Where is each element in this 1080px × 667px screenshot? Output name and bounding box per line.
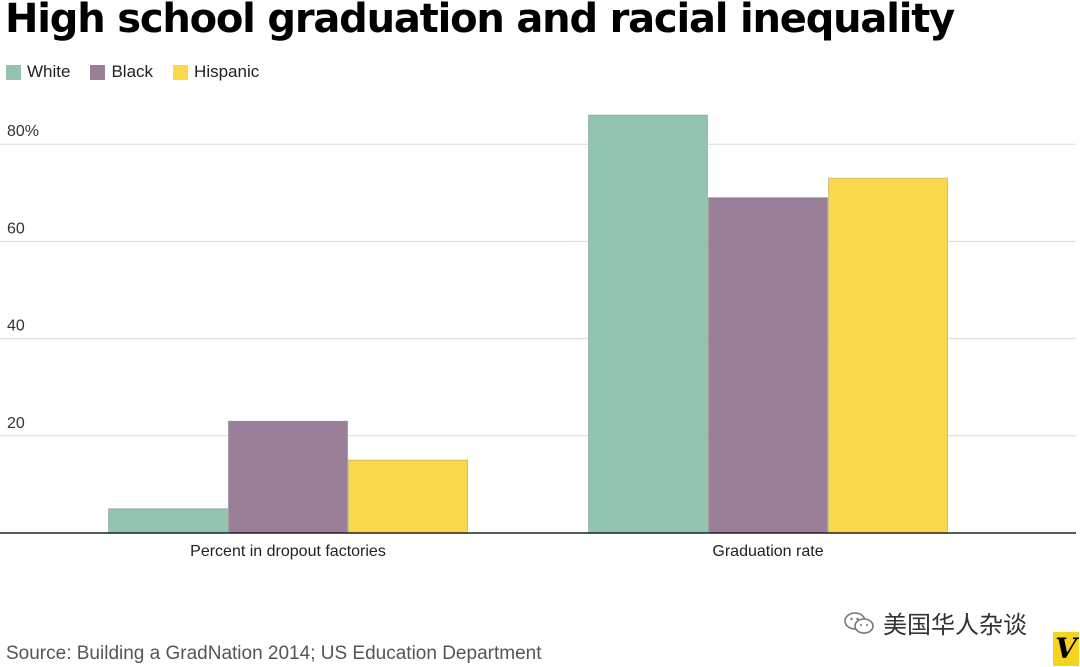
legend-item-white: White: [6, 62, 70, 82]
y-tick-label-40: 40: [7, 318, 25, 335]
bar-white-graduation-rate: [588, 114, 708, 534]
y-tick-label-60: 60: [7, 220, 25, 237]
x-category-label-graduation-rate: Graduation rate: [712, 543, 823, 560]
wechat-icon: [844, 611, 874, 634]
bar-hispanic-dropout-factories: [348, 459, 468, 534]
bar-black-graduation-rate: [708, 197, 828, 534]
legend-swatch-hispanic: [173, 64, 189, 80]
bar-black-dropout-factories: [228, 420, 348, 534]
source-note: Source: Building a GradNation 2014; US E…: [6, 643, 542, 664]
legend-swatch-white: [6, 64, 21, 80]
legend-item-hispanic: Hispanic: [173, 62, 259, 82]
chart-title: High school graduation and racial inequa…: [5, 0, 955, 42]
watermark: 美国华人杂谈: [843, 605, 1027, 640]
watermark-text: 美国华人杂谈: [883, 611, 1027, 639]
legend-swatch-black: [90, 64, 106, 80]
legend-item-black: Black: [90, 62, 153, 82]
y-tick-label-80: 80%: [7, 123, 39, 140]
legend-label-hispanic: Hispanic: [194, 62, 260, 81]
vox-logo: V: [1053, 632, 1079, 666]
x-category-label-dropout-factories: Percent in dropout factories: [190, 543, 386, 560]
legend-label-white: White: [27, 62, 71, 81]
bar-white-dropout-factories: [108, 508, 228, 534]
legend: White Black Hispanic: [6, 62, 279, 82]
bar-hispanic-graduation-rate: [828, 177, 948, 534]
legend-label-black: Black: [111, 62, 154, 81]
y-tick-label-20: 20: [7, 415, 25, 432]
